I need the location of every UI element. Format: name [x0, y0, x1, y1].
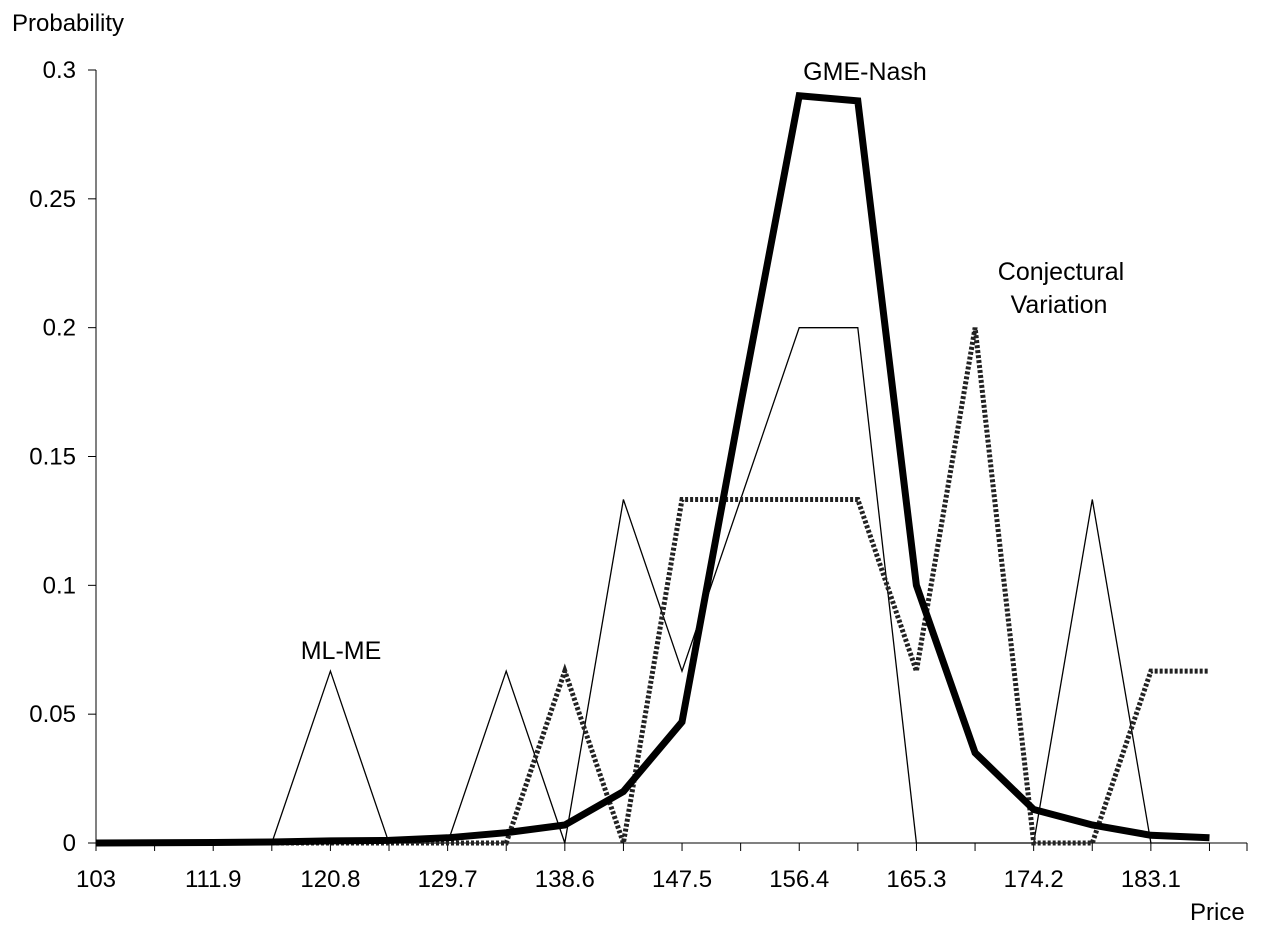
annotations-group: Probability Price ML-ME GME-Nash Conject… — [12, 10, 1245, 926]
annotation-conjectural-line1: Conjectural — [998, 258, 1124, 286]
y-tick-label: 0.1 — [43, 572, 76, 599]
y-axis-label: Probability — [12, 10, 124, 37]
x-tick-label: 147.5 — [652, 866, 712, 893]
y-tick-label: 0.3 — [43, 57, 76, 84]
y-tick-label: 0.05 — [29, 701, 76, 728]
x-tick-label: 156.4 — [769, 866, 829, 893]
x-tick-label: 165.3 — [886, 866, 946, 893]
x-tick-label: 120.8 — [300, 866, 360, 893]
x-tick-label: 174.2 — [1004, 866, 1064, 893]
series-line-gme-nash — [95, 92, 1210, 847]
y-tick-label: 0.15 — [29, 444, 76, 471]
annotation-ml-me: ML-ME — [301, 637, 382, 665]
x-axis-label: Price — [1190, 899, 1245, 926]
y-tick-label: 0.2 — [43, 315, 76, 342]
series-line-ml-me — [96, 327, 1210, 844]
annotation-conjectural-line2: Variation — [1011, 291, 1108, 319]
x-tick-label: 138.6 — [535, 866, 595, 893]
annotation-gme-nash: GME-Nash — [803, 58, 927, 86]
y-tick-label: 0 — [63, 830, 76, 857]
y-tick-label: 0.25 — [29, 186, 76, 213]
x-tick-label: 103 — [76, 866, 116, 893]
x-tick-label: 129.7 — [418, 866, 478, 893]
x-tick-label: 183.1 — [1121, 866, 1181, 893]
x-tick-label: 111.9 — [185, 866, 242, 893]
axes-group: 0 0.05 0.1 0.15 0.2 0.25 0.3 103 111.9 120.8 129.7… — [29, 57, 1248, 893]
series-group — [95, 92, 1210, 847]
